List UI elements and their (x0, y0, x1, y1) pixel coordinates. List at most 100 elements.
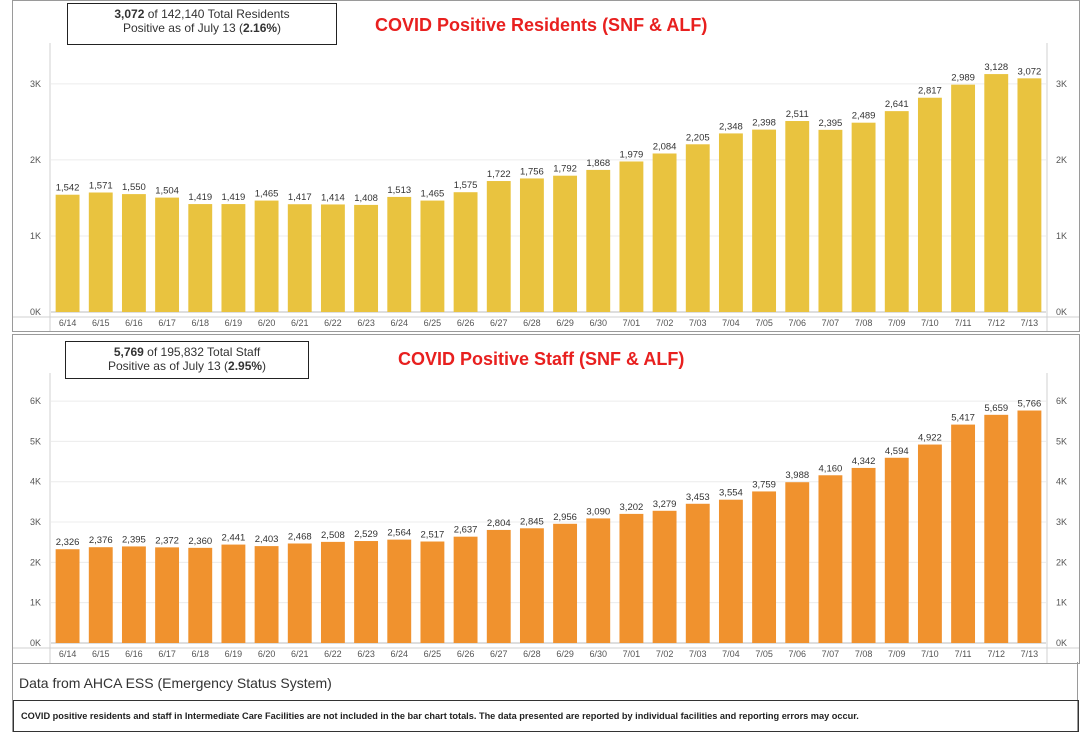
residents-xtick-label: 6/18 (191, 318, 209, 328)
residents-xtick-label: 7/12 (987, 318, 1005, 328)
staff-percent: 2.95% (228, 359, 263, 373)
staff-total-text: of 195,832 Total Staff (143, 345, 261, 359)
residents-bar (387, 196, 412, 312)
staff-bar (1017, 410, 1042, 643)
staff-xtick-label: 6/22 (324, 649, 342, 659)
residents-xtick-label: 6/22 (324, 318, 342, 328)
staff-data-label: 4,160 (819, 463, 843, 474)
data-source-note: Data from AHCA ESS (Emergency Status Sys… (19, 675, 332, 691)
staff-xtick-label: 7/04 (722, 649, 740, 659)
residents-data-label: 2,489 (852, 111, 876, 122)
residents-bar (420, 200, 445, 312)
staff-bar (221, 544, 246, 643)
residents-xtick-label: 7/06 (788, 318, 806, 328)
residents-data-label: 1,575 (454, 180, 478, 191)
staff-bar (553, 523, 578, 643)
staff-bar (818, 475, 843, 643)
staff-bar (486, 529, 511, 643)
residents-bar (1017, 78, 1042, 312)
staff-ytick-left: 3K (30, 517, 41, 527)
staff-xtick-label: 7/08 (855, 649, 873, 659)
staff-xtick-label: 6/29 (556, 649, 574, 659)
staff-xtick-label: 6/28 (523, 649, 541, 659)
residents-data-label: 1,504 (155, 186, 179, 197)
residents-xtick-label: 6/17 (158, 318, 176, 328)
residents-bar (951, 84, 976, 312)
staff-bar (354, 541, 379, 643)
staff-xtick-label: 7/07 (822, 649, 840, 659)
residents-chart-title: COVID Positive Residents (SNF & ALF) (375, 15, 708, 35)
residents-xtick-label: 6/23 (357, 318, 375, 328)
staff-data-label: 2,517 (421, 530, 445, 541)
residents-xtick-label: 7/03 (689, 318, 707, 328)
staff-ytick-right: 3K (1056, 517, 1067, 527)
staff-xtick-label: 6/24 (390, 649, 408, 659)
residents-data-label: 2,641 (885, 99, 909, 110)
residents-xtick-label: 6/20 (258, 318, 276, 328)
residents-percent: 2.16% (243, 21, 278, 35)
residents-ytick-right: 0K (1056, 307, 1067, 317)
staff-data-label: 3,090 (586, 506, 610, 517)
staff-bar (287, 543, 312, 643)
staff-xtick-label: 6/19 (225, 649, 243, 659)
residents-bar (652, 153, 677, 312)
staff-xtick-label: 6/20 (258, 649, 276, 659)
staff-bar (718, 499, 743, 643)
residents-bar (619, 161, 644, 312)
staff-ytick-left: 0K (30, 638, 41, 648)
staff-xtick-label: 6/25 (424, 649, 442, 659)
staff-xtick-label: 7/05 (755, 649, 773, 659)
residents-data-label: 2,205 (686, 132, 710, 143)
residents-xtick-label: 6/16 (125, 318, 143, 328)
residents-bar (55, 194, 80, 312)
residents-data-label: 1,792 (553, 164, 577, 175)
residents-xtick-label: 6/26 (457, 318, 475, 328)
staff-ytick-left: 5K (30, 436, 41, 446)
staff-data-label: 2,529 (354, 529, 378, 540)
residents-date-text: Positive as of July 13 ( (122, 21, 244, 35)
staff-xtick-label: 6/15 (92, 649, 110, 659)
staff-data-label: 2,804 (487, 518, 511, 529)
staff-data-label: 3,988 (785, 470, 809, 481)
staff-data-label: 2,564 (387, 528, 411, 539)
staff-bar (88, 547, 113, 643)
residents-ytick-right: 1K (1056, 231, 1067, 241)
residents-summary-box: 3,072 of 142,140 Total Residents Positiv… (67, 3, 337, 45)
staff-ytick-left: 4K (30, 477, 41, 487)
residents-bar (320, 204, 345, 312)
staff-bar (685, 503, 710, 643)
staff-bar (254, 546, 279, 643)
residents-xtick-label: 7/04 (722, 318, 740, 328)
staff-xtick-label: 6/21 (291, 649, 309, 659)
staff-data-label: 2,441 (222, 533, 246, 544)
residents-bar-chart: 0K 0K 1K 1K 2K 2K 3K 3K 1,542 6/14 1,571 6/15 1,550 6… (13, 43, 1079, 331)
residents-data-label: 1,417 (288, 192, 312, 203)
residents-bar (354, 204, 379, 312)
residents-data-label: 3,128 (984, 62, 1008, 73)
staff-xtick-label: 7/03 (689, 649, 707, 659)
staff-data-label: 4,594 (885, 446, 909, 457)
staff-ytick-right: 1K (1056, 598, 1067, 608)
residents-bar (685, 144, 710, 312)
residents-bar (553, 175, 578, 312)
residents-bar (917, 97, 942, 312)
staff-xtick-label: 6/26 (457, 649, 475, 659)
staff-ytick-right: 4K (1056, 477, 1067, 487)
staff-data-label: 2,956 (553, 512, 577, 523)
residents-xtick-label: 6/14 (59, 318, 77, 328)
staff-xtick-label: 6/23 (357, 649, 375, 659)
staff-ytick-left: 6K (30, 396, 41, 406)
staff-data-label: 2,372 (155, 535, 179, 546)
residents-data-label: 1,756 (520, 166, 544, 177)
staff-data-label: 4,342 (852, 456, 876, 467)
residents-data-label: 1,722 (487, 169, 511, 180)
staff-chart-panel: 0K 0K 1K 1K 2K 2K 3K 3K 4K 4K 5K 5K 6K 6K 2,326 6/14 2,3… (12, 334, 1080, 664)
staff-xtick-label: 6/27 (490, 649, 508, 659)
staff-positive-count: 5,769 (113, 345, 144, 359)
residents-data-label: 3,072 (1018, 66, 1042, 77)
residents-xtick-label: 6/28 (523, 318, 541, 328)
residents-data-label: 1,465 (255, 189, 279, 200)
staff-xtick-label: 6/18 (191, 649, 209, 659)
staff-data-label: 3,453 (686, 492, 710, 503)
staff-bar (387, 539, 412, 643)
